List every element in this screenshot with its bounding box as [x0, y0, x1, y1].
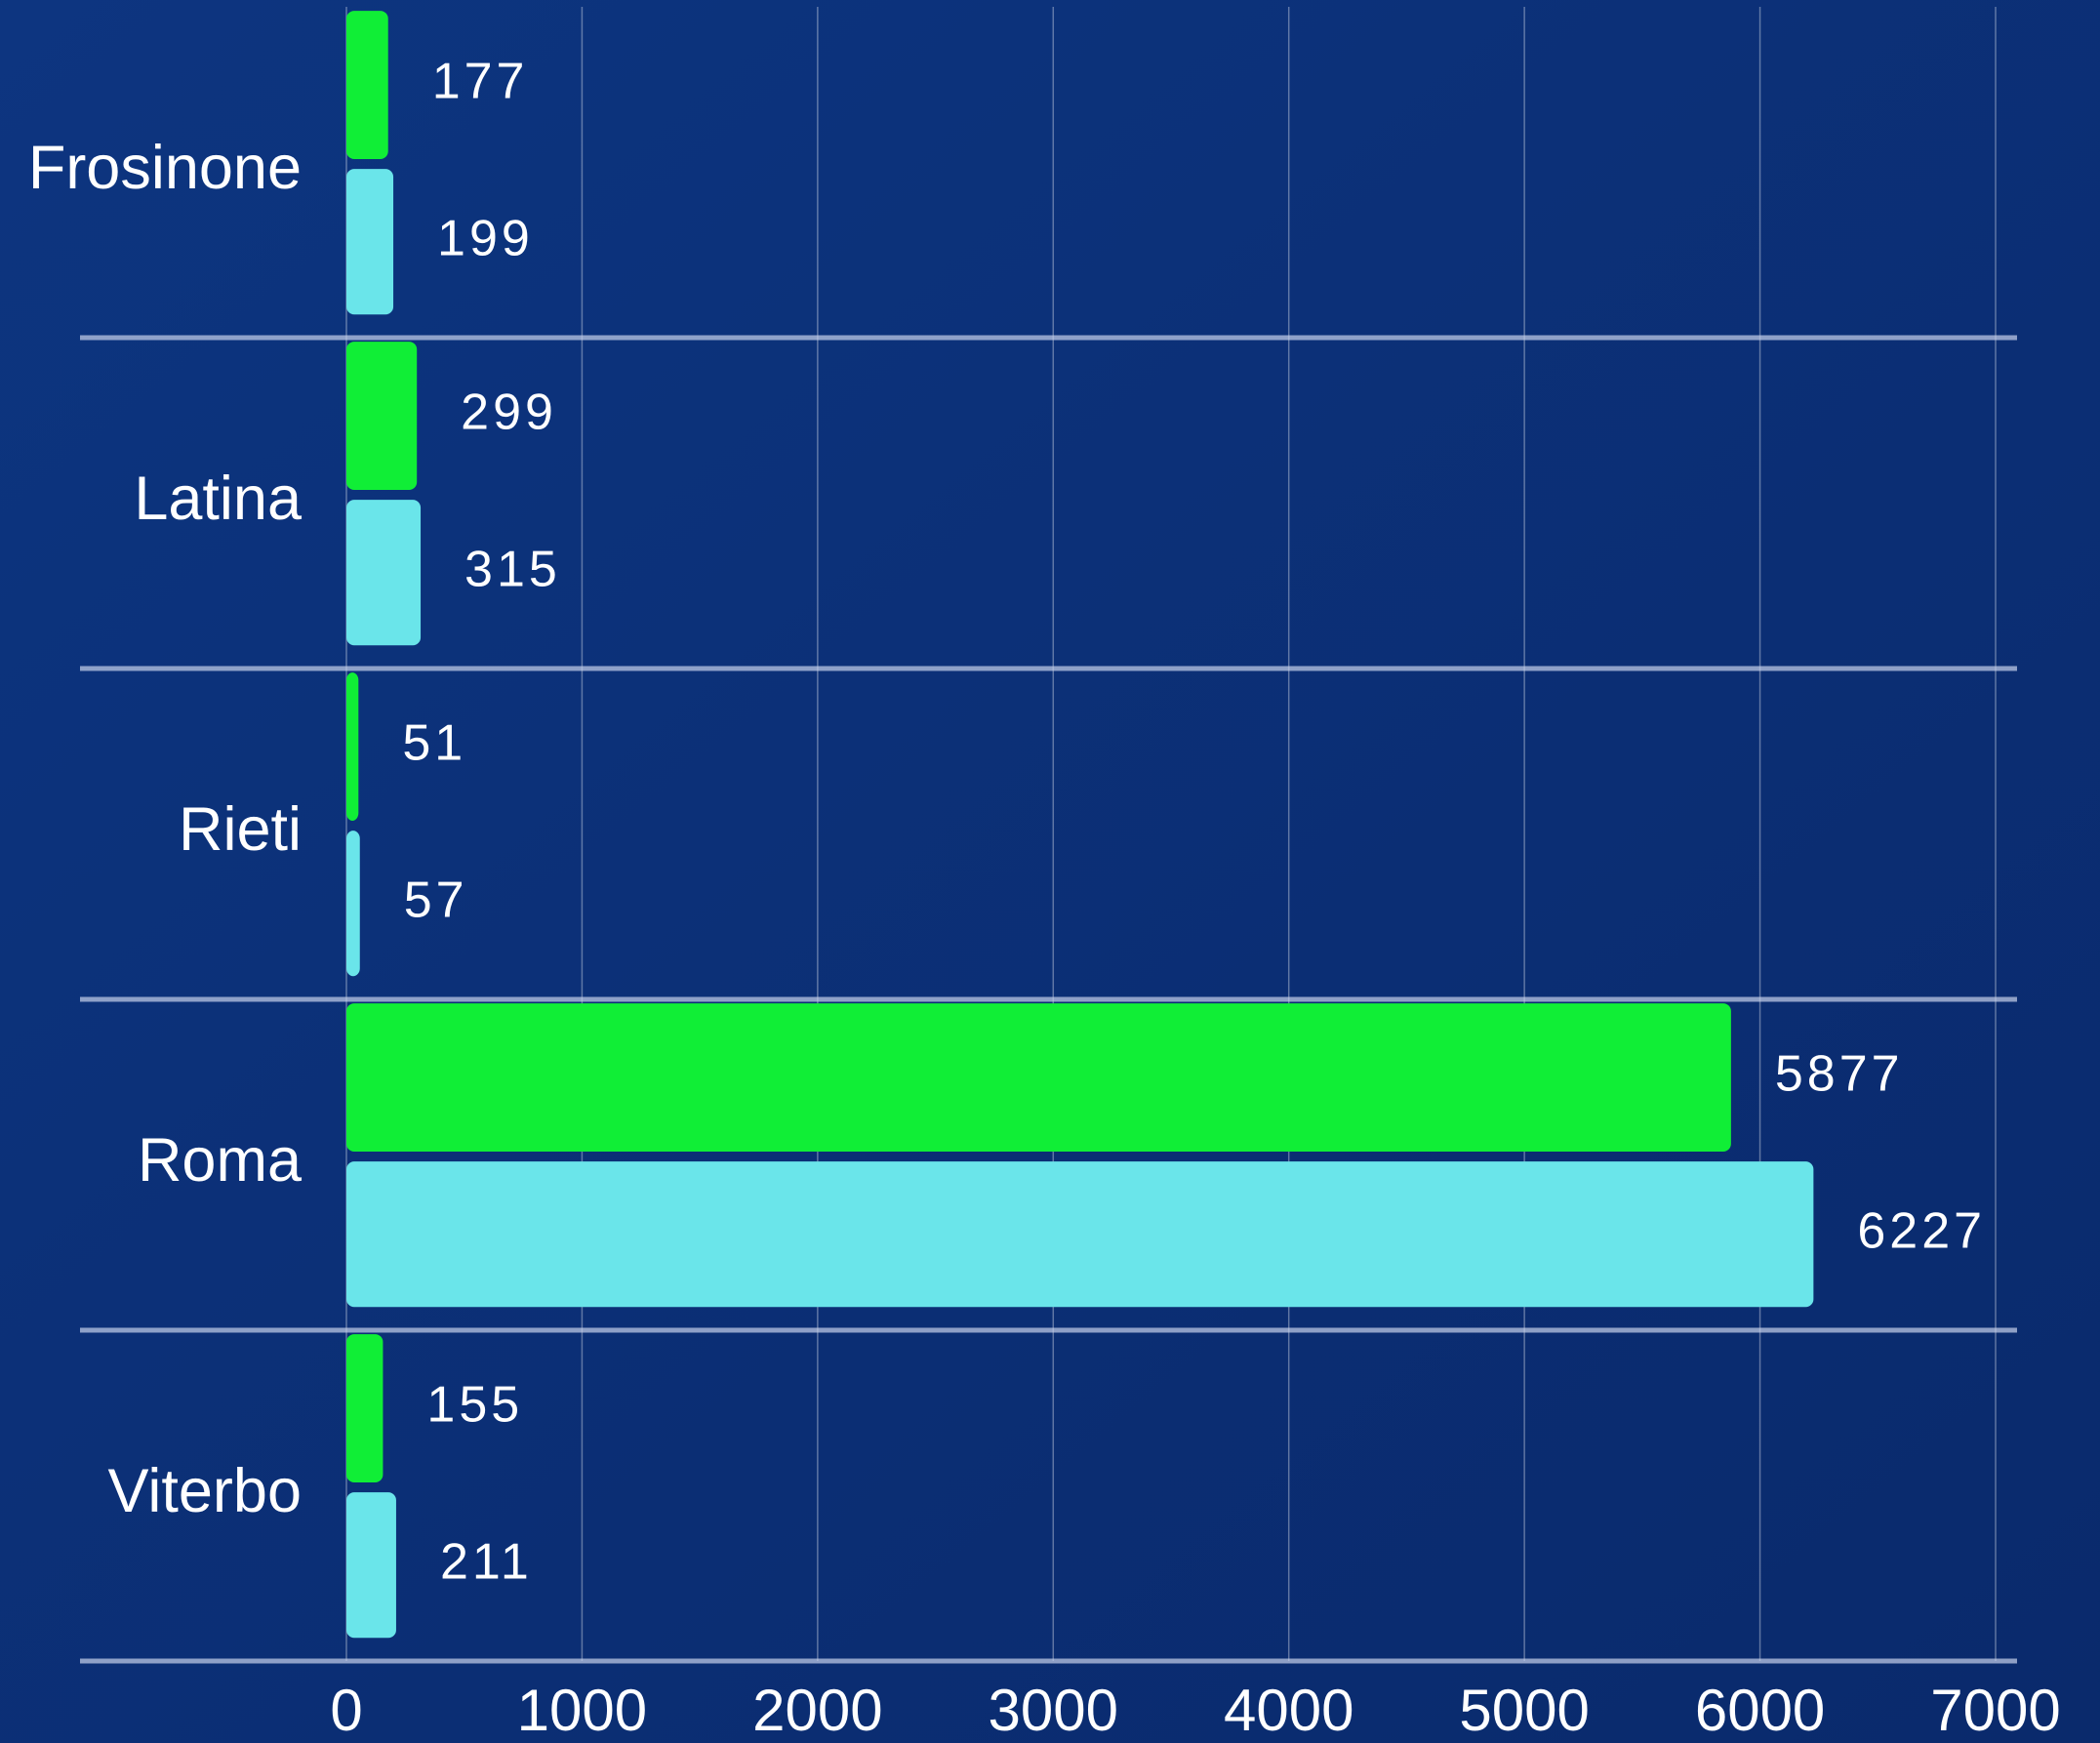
bar [346, 1003, 1731, 1152]
bar [346, 672, 359, 821]
value-label: 51 [402, 715, 466, 772]
x-tick-label: 7000 [1930, 1678, 2060, 1743]
bar [346, 342, 418, 490]
value-label: 177 [432, 54, 529, 110]
bar [346, 1161, 1814, 1308]
value-label: 57 [404, 872, 468, 928]
x-tick-label: 2000 [752, 1678, 882, 1743]
x-tick-label: 5000 [1459, 1678, 1589, 1743]
category-label: Viterbo [108, 1457, 302, 1525]
bar [346, 831, 360, 977]
category-label: Roma [138, 1126, 303, 1195]
bar [346, 500, 422, 646]
category-label: Latina [134, 465, 303, 533]
x-tick-label: 1000 [517, 1678, 647, 1743]
value-label: 315 [464, 541, 561, 597]
x-tick-label: 0 [330, 1678, 362, 1743]
x-tick-label: 6000 [1695, 1678, 1825, 1743]
category-label: Rieti [179, 795, 302, 864]
value-label: 299 [461, 385, 557, 441]
value-label: 5877 [1775, 1046, 1904, 1103]
bar [346, 11, 388, 159]
value-label: 199 [437, 210, 534, 266]
value-label: 6227 [1857, 1202, 1986, 1259]
value-label: 155 [426, 1377, 523, 1434]
bar [346, 1334, 384, 1482]
category-label: Frosinone [28, 134, 302, 202]
value-label: 211 [440, 1533, 533, 1590]
x-tick-label: 3000 [989, 1678, 1118, 1743]
bar [346, 1492, 396, 1639]
x-tick-label: 4000 [1224, 1678, 1353, 1743]
bar [346, 169, 394, 315]
